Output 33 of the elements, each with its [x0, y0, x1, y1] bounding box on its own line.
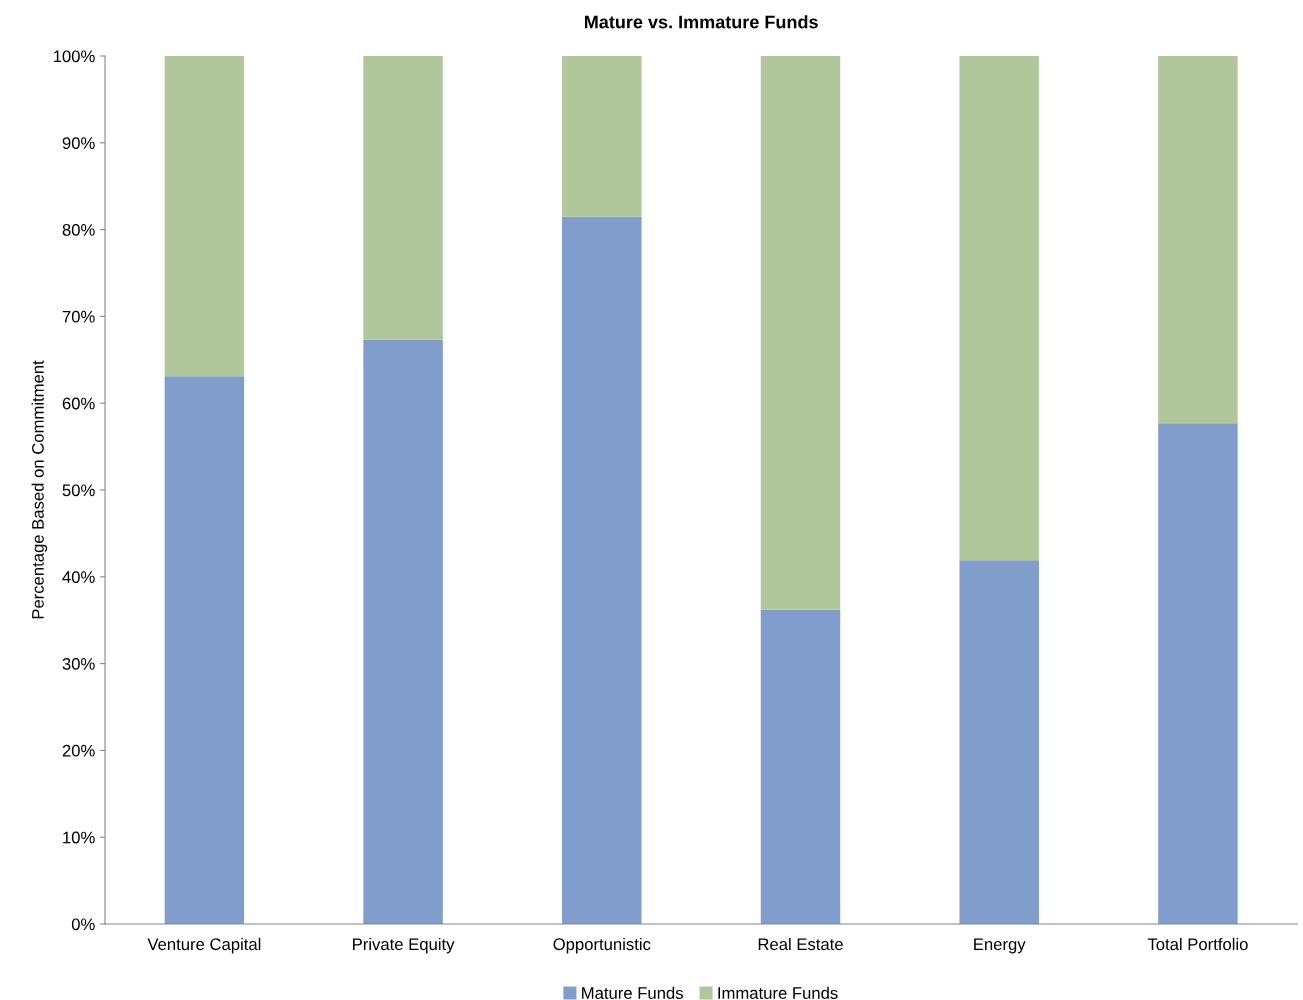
y-tick-label: 100%: [53, 50, 95, 63]
x-tick-label: Opportunistic: [553, 937, 651, 954]
bar: [760, 56, 841, 610]
bar: [959, 56, 1039, 561]
y-tick-label: 0%: [71, 918, 95, 931]
bar: [1158, 56, 1238, 424]
y-tick-label: 40%: [62, 571, 95, 583]
y-axis-title: Percentage Based on Commitment: [31, 360, 48, 619]
bar: [959, 560, 1039, 924]
bar: [760, 609, 841, 924]
bar: [1158, 423, 1238, 924]
y-tick-label: 10%: [63, 831, 95, 844]
y-tick-label: 80%: [62, 224, 95, 236]
bar: [363, 56, 443, 340]
legend-label: Mature Funds: [582, 986, 683, 999]
bar: [363, 339, 443, 924]
y-tick-label: 60%: [62, 397, 95, 410]
x-tick-label: Energy: [974, 938, 1026, 954]
chart-title: Mature vs. Immature Funds: [584, 15, 818, 29]
y-tick-label: 20%: [62, 744, 95, 757]
y-tick-label: 90%: [62, 137, 95, 149]
x-tick-label: Real Estate: [758, 937, 843, 951]
bar: [164, 376, 245, 924]
bar: [562, 216, 642, 924]
bar: [562, 56, 642, 217]
y-tick-label: 50%: [62, 484, 95, 497]
legend-label: Immature Funds: [718, 986, 838, 999]
x-tick-label: Private Equity: [353, 937, 455, 954]
bar: [164, 56, 245, 377]
y-tick-label: 70%: [62, 310, 95, 323]
x-tick-label: Total Portfolio: [1147, 937, 1248, 951]
y-tick-label: 30%: [62, 658, 95, 670]
x-tick-label: Venture Capital: [147, 937, 261, 954]
